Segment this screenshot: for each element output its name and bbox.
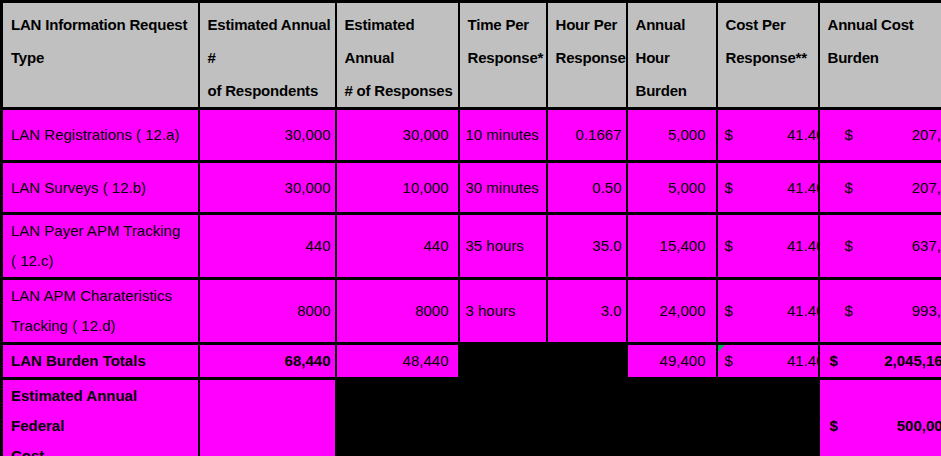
annual-cost-amount: 207,000 (912, 173, 941, 203)
cell-annual-hour-burden: 5,000 (627, 109, 717, 162)
currency-symbol: $ (830, 411, 838, 441)
cell-annual-hour-burden: 15,400 (627, 214, 717, 279)
cell-hour-per-response: 0.50 (547, 162, 627, 214)
header-cost-per-response: Cost Per Response** (717, 2, 819, 109)
currency-symbol: $ (725, 296, 733, 326)
cost-amount: 41.40 (787, 173, 819, 203)
cell-annual-hour-burden: 5,000 (627, 162, 717, 214)
row-estimated-annual-federal-cost: Estimated Annual Federal Cost $500,000 (2, 379, 941, 456)
annual-cost-amount: 207,000 (912, 120, 941, 150)
header-responses: Estimated Annual # of Responses (336, 2, 459, 109)
cell-cost-per-response: $41.40 (717, 162, 819, 214)
cell-type: LAN APM Charateristics Tracking ( 12.d) (2, 279, 199, 344)
cell-annual-cost-burden: $207,000 (819, 109, 941, 162)
cell-federal-cost-label: Estimated Annual Federal Cost (2, 379, 199, 456)
cell-type: LAN Surveys ( 12.b) (2, 162, 199, 214)
table-header: LAN Information Request Type Estimated A… (2, 2, 941, 109)
currency-symbol: $ (845, 120, 853, 150)
cell-totals-respondents: 68,440 (199, 344, 336, 379)
cell-totals-cost-per-response: $41.40 (717, 344, 819, 379)
cell-hour-per-response: 35.0 (547, 214, 627, 279)
cell-respondents: 30,000 (199, 109, 336, 162)
header-annual-hour-burden: Annual Hour Burden (627, 2, 717, 109)
row-lan-payer-apm-tracking: LAN Payer APM Tracking ( 12.c) 440 440 3… (2, 214, 941, 279)
currency-symbol: $ (725, 231, 733, 261)
header-annual-cost-burden: Annual Cost Burden (819, 2, 941, 109)
currency-symbol: $ (725, 346, 733, 376)
currency-symbol: $ (845, 173, 853, 203)
lan-burden-table: LAN Information Request Type Estimated A… (0, 0, 941, 456)
cell-respondents: 440 (199, 214, 336, 279)
cell-respondents: 30,000 (199, 162, 336, 214)
cell-cost-per-response: $41.40 (717, 214, 819, 279)
blackout-cell (459, 344, 627, 379)
currency-symbol: $ (830, 346, 838, 376)
currency-symbol: $ (725, 173, 733, 203)
header-time-per-response: Time Per Response* (459, 2, 547, 109)
cell-annual-cost-burden: $993,600 (819, 279, 941, 344)
cell-time: 10 minutes (459, 109, 547, 162)
excel-error-flag-icon (718, 345, 725, 352)
table-body: LAN Registrations ( 12.a) 30,000 30,000 … (2, 109, 941, 456)
cell-responses: 440 (336, 214, 459, 279)
cost-amount: 41.40 (787, 120, 819, 150)
blackout-cell (336, 379, 819, 456)
cost-amount: 41.40 (787, 231, 819, 261)
cell-respondents: 8000 (199, 279, 336, 344)
cell-hour-per-response: 0.1667 (547, 109, 627, 162)
federal-cost-amount: 500,000 (897, 411, 941, 441)
cell-hour-per-response: 3.0 (547, 279, 627, 344)
cell-totals-annual-hour-burden: 49,400 (627, 344, 717, 379)
cell-type: LAN Registrations ( 12.a) (2, 109, 199, 162)
annual-cost-amount: 993,600 (912, 296, 941, 326)
currency-symbol: $ (845, 296, 853, 326)
header-row: LAN Information Request Type Estimated A… (2, 2, 941, 109)
cell-time: 35 hours (459, 214, 547, 279)
cell-annual-hour-burden: 24,000 (627, 279, 717, 344)
cell-time: 3 hours (459, 279, 547, 344)
cell-responses: 30,000 (336, 109, 459, 162)
currency-symbol: $ (725, 120, 733, 150)
cell-time: 30 minutes (459, 162, 547, 214)
row-lan-surveys: LAN Surveys ( 12.b) 30,000 10,000 30 min… (2, 162, 941, 214)
header-hour-per-response: Hour Per Response (547, 2, 627, 109)
cell-annual-cost-burden: $637,560 (819, 214, 941, 279)
header-request-type: LAN Information Request Type (2, 2, 199, 109)
cell-cost-per-response: $41.40 (717, 109, 819, 162)
burden-table-container: LAN Information Request Type Estimated A… (0, 0, 941, 456)
header-respondents: Estimated Annual # of Respondents (199, 2, 336, 109)
cell-type: LAN Payer APM Tracking ( 12.c) (2, 214, 199, 279)
currency-symbol: $ (845, 231, 853, 261)
row-lan-registrations: LAN Registrations ( 12.a) 30,000 30,000 … (2, 109, 941, 162)
cell-totals-label: LAN Burden Totals (2, 344, 199, 379)
cell-federal-cost-value: $500,000 (819, 379, 941, 456)
row-lan-apm-characteristics-tracking: LAN APM Charateristics Tracking ( 12.d) … (2, 279, 941, 344)
cost-amount: 41.40 (787, 296, 819, 326)
cell-totals-annual-cost-burden: $2,045,160 (819, 344, 941, 379)
row-lan-burden-totals: LAN Burden Totals 68,440 48,440 49,400 $… (2, 344, 941, 379)
annual-cost-amount: 2,045,160 (884, 346, 941, 376)
cell-annual-cost-burden: $207,000 (819, 162, 941, 214)
cell-responses: 10,000 (336, 162, 459, 214)
cost-amount: 41.40 (787, 346, 819, 376)
cell-totals-responses: 48,440 (336, 344, 459, 379)
annual-cost-amount: 637,560 (912, 231, 941, 261)
empty-cell (199, 379, 336, 456)
cell-cost-per-response: $41.40 (717, 279, 819, 344)
cell-responses: 8000 (336, 279, 459, 344)
